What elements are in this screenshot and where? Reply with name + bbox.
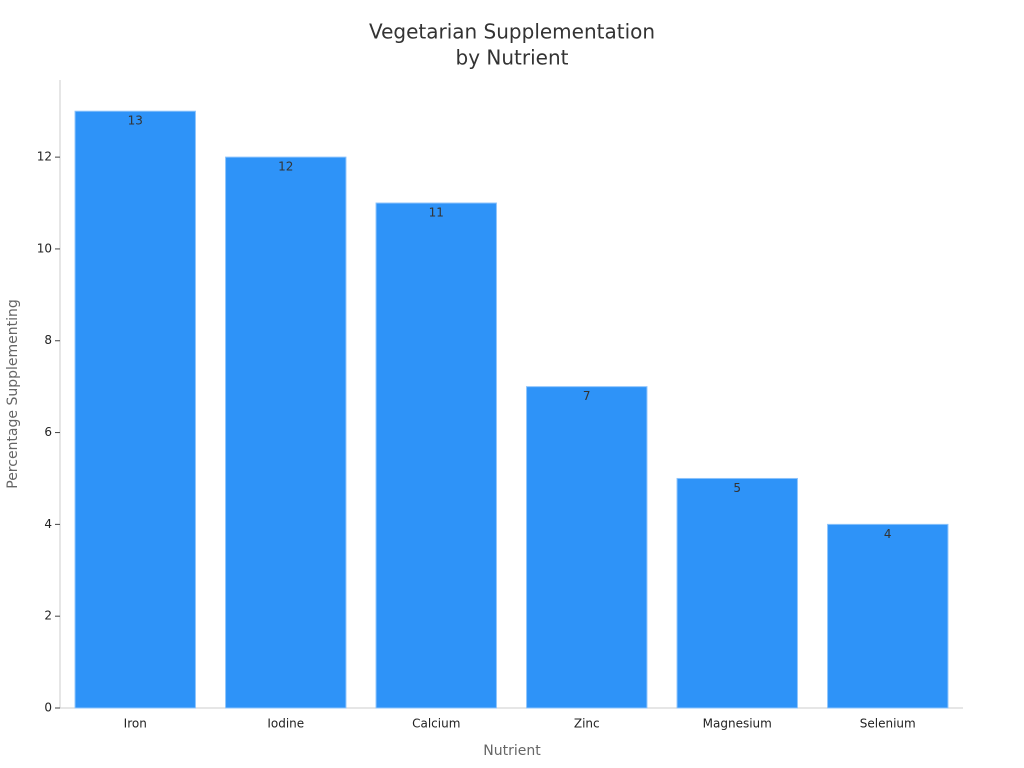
chart-title: Vegetarian Supplementation xyxy=(369,20,655,44)
value-label: 12 xyxy=(278,160,293,174)
y-tick-label: 8 xyxy=(44,333,52,347)
x-tick-label: Iodine xyxy=(267,717,304,731)
bar xyxy=(676,477,798,709)
y-tick-label: 0 xyxy=(44,701,52,715)
bar xyxy=(827,523,949,709)
x-axis-label: Nutrient xyxy=(483,743,541,759)
bar xyxy=(74,110,196,709)
value-label: 4 xyxy=(884,527,892,541)
value-label: 5 xyxy=(733,481,741,495)
bar xyxy=(225,156,347,709)
value-label: 7 xyxy=(583,389,591,403)
bar xyxy=(375,202,497,709)
y-tick-label: 10 xyxy=(37,241,52,255)
value-label: 13 xyxy=(128,114,143,128)
x-tick-label: Calcium xyxy=(412,717,460,731)
x-tick-label: Iron xyxy=(124,717,147,731)
x-tick-label: Magnesium xyxy=(703,717,772,731)
x-tick-label: Selenium xyxy=(860,717,916,731)
y-axis-label: Percentage Supplementing xyxy=(5,299,21,489)
y-tick-label: 2 xyxy=(44,609,52,623)
y-tick-label: 4 xyxy=(44,517,52,531)
x-tick-label: Zinc xyxy=(574,717,600,731)
chart-title: by Nutrient xyxy=(456,46,569,70)
value-label: 11 xyxy=(429,206,444,220)
bar xyxy=(526,386,648,709)
y-tick-label: 6 xyxy=(44,425,52,439)
y-tick-label: 12 xyxy=(37,150,52,164)
